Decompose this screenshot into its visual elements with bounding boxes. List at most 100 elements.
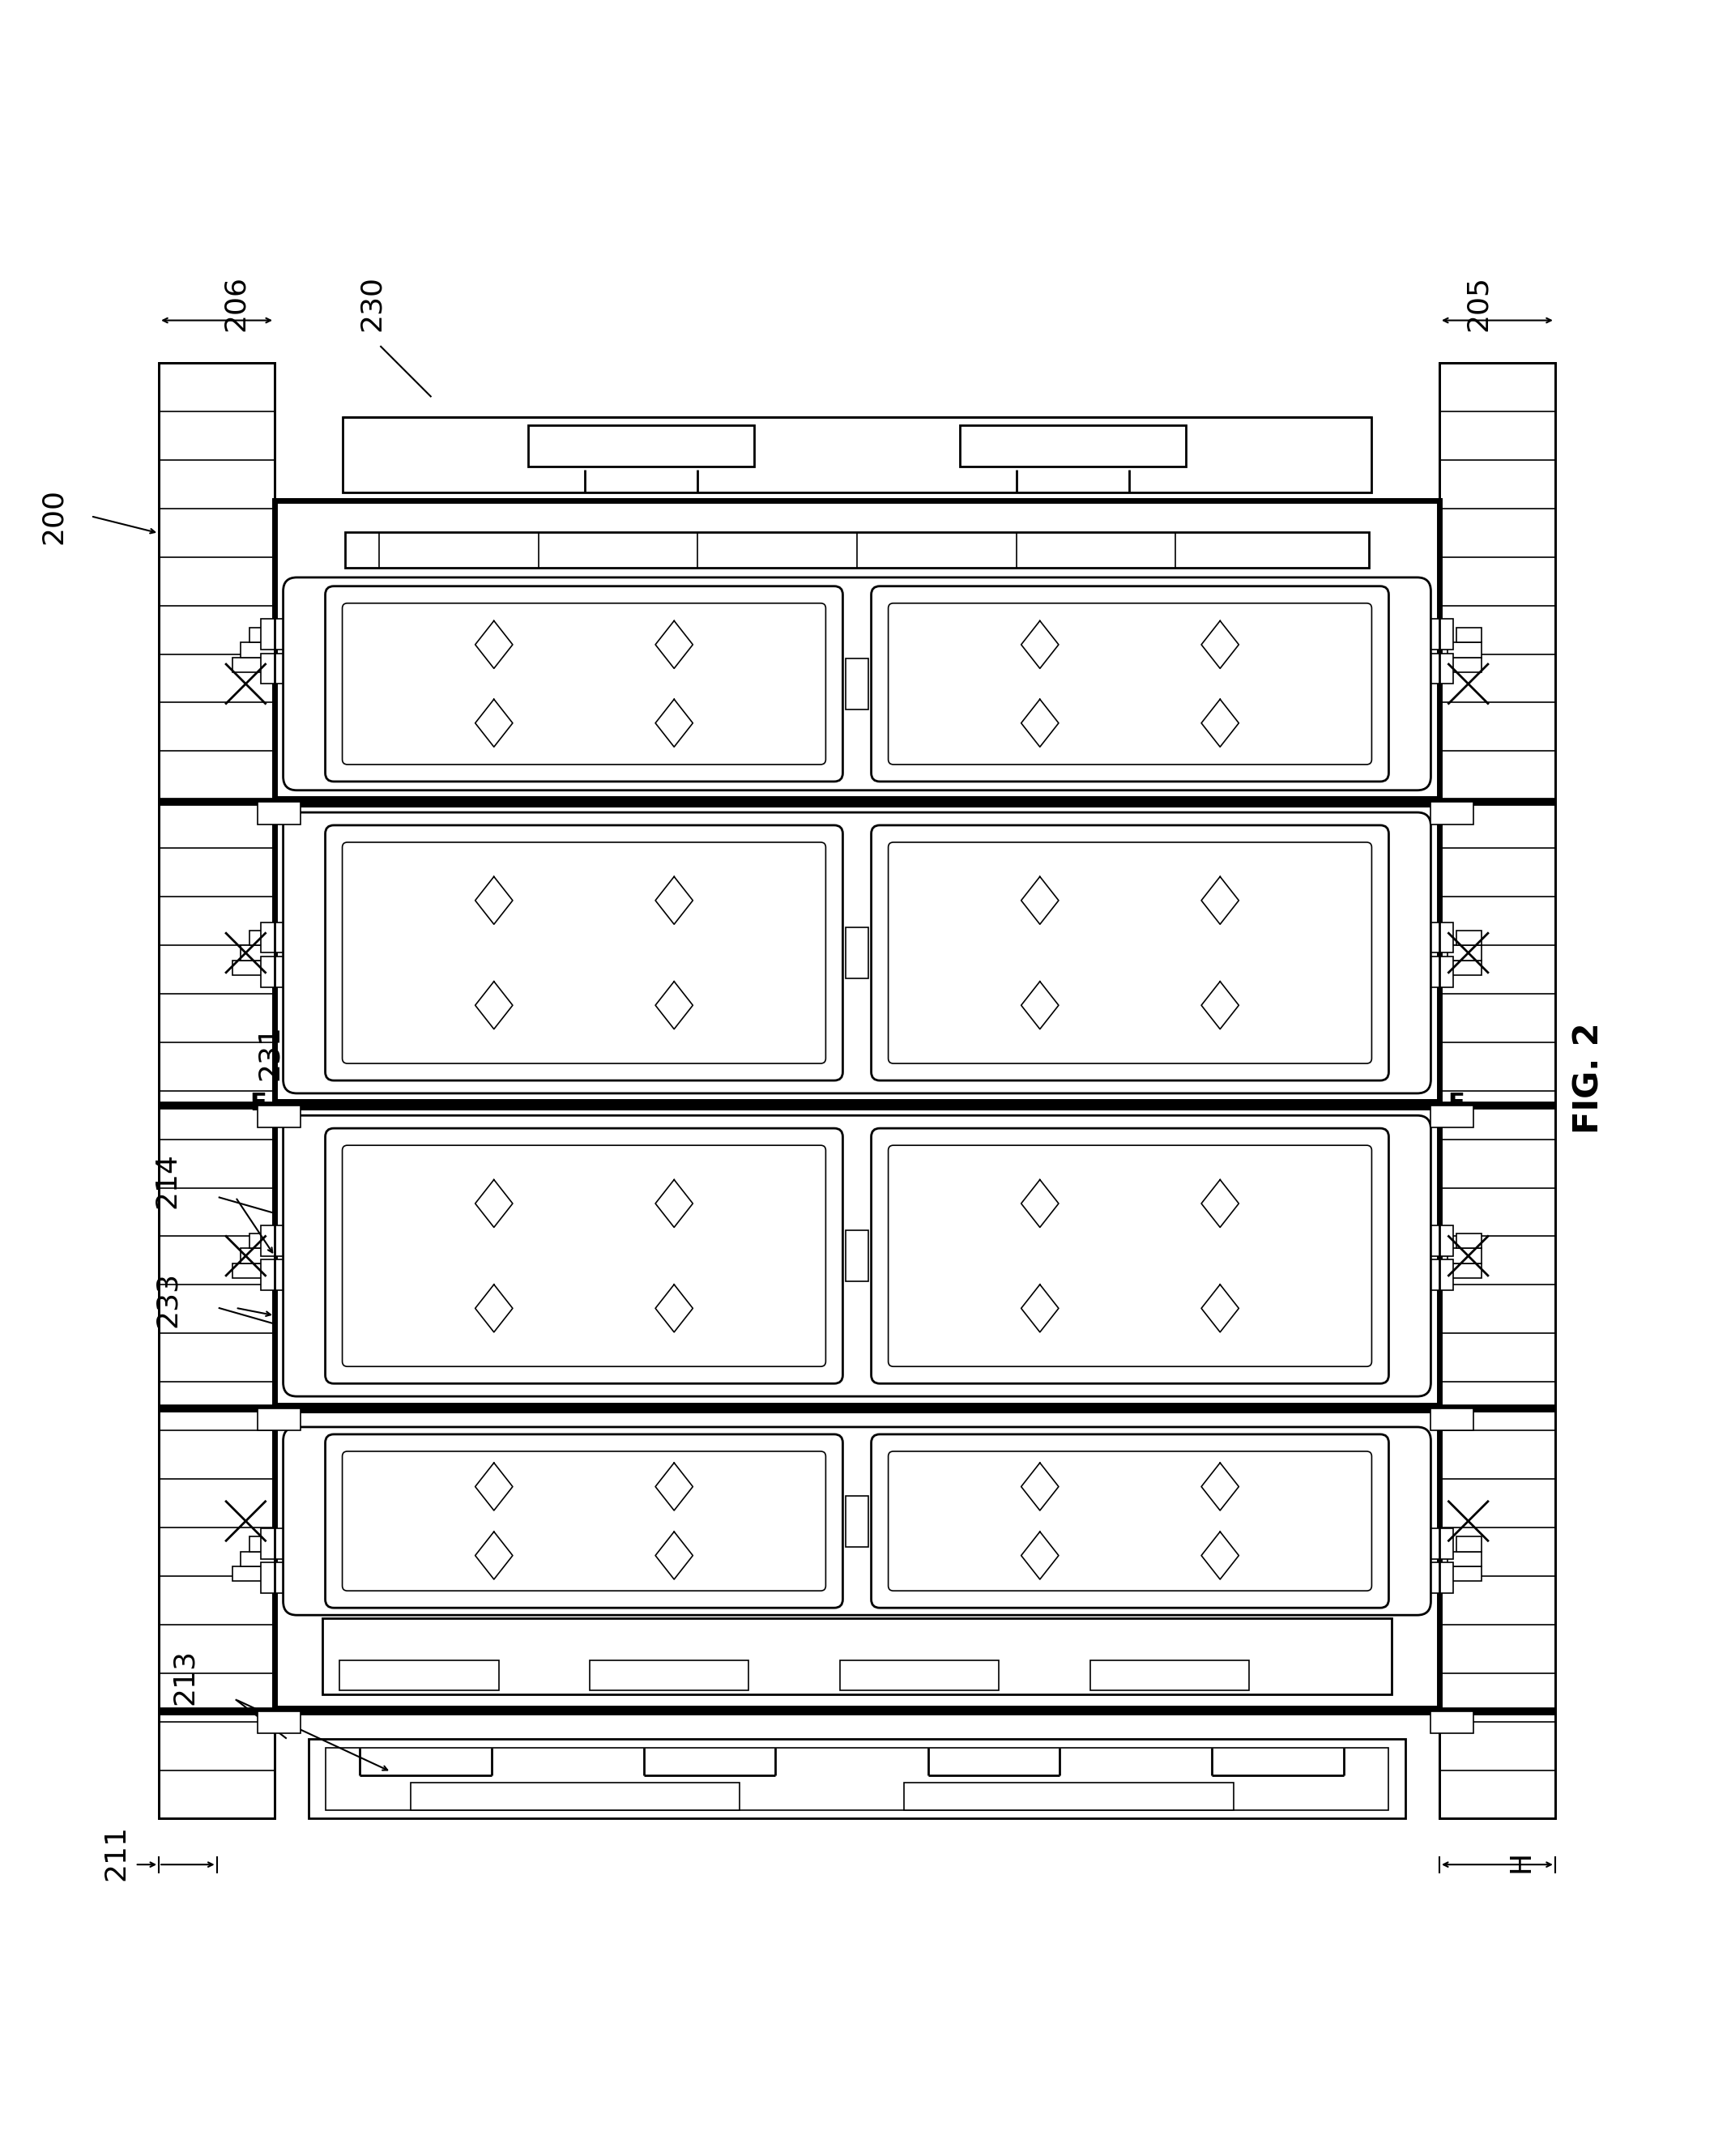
Text: 205: 205 — [1465, 276, 1493, 332]
Bar — [274, 804, 1440, 1102]
Bar — [1419, 957, 1453, 987]
Bar — [257, 1106, 300, 1128]
FancyBboxPatch shape — [283, 578, 1431, 791]
Bar — [845, 927, 869, 979]
FancyBboxPatch shape — [343, 1145, 826, 1367]
Bar — [1440, 1263, 1483, 1279]
Bar — [261, 619, 295, 649]
Text: 206: 206 — [221, 276, 249, 332]
Bar — [590, 1660, 749, 1690]
Bar — [240, 642, 274, 658]
Text: 214: 214 — [154, 1151, 182, 1207]
Bar — [261, 653, 295, 683]
Bar — [249, 627, 274, 642]
Bar — [1448, 1248, 1483, 1263]
Bar — [1448, 642, 1483, 658]
FancyBboxPatch shape — [888, 843, 1371, 1063]
Text: H: H — [1507, 1850, 1534, 1871]
Bar — [1431, 1106, 1474, 1128]
Bar — [159, 362, 274, 1820]
Bar — [309, 1740, 1405, 1820]
Bar — [261, 1259, 295, 1289]
Bar — [231, 959, 274, 975]
FancyBboxPatch shape — [283, 1115, 1431, 1397]
Bar — [343, 418, 1371, 492]
Text: 233: 233 — [154, 1272, 182, 1328]
Bar — [231, 1567, 274, 1580]
FancyBboxPatch shape — [871, 586, 1388, 780]
Bar — [326, 1749, 1388, 1811]
Bar — [240, 1248, 274, 1263]
Bar — [411, 1783, 740, 1811]
Bar — [240, 1552, 274, 1567]
FancyBboxPatch shape — [326, 826, 843, 1080]
Bar — [1440, 362, 1555, 1820]
FancyBboxPatch shape — [283, 1427, 1431, 1615]
Bar — [345, 533, 1369, 567]
FancyBboxPatch shape — [871, 1128, 1388, 1384]
Text: 213: 213 — [171, 1649, 199, 1705]
Bar — [1431, 802, 1474, 824]
Bar — [159, 362, 274, 1820]
Bar — [1457, 1537, 1483, 1552]
Bar — [905, 1783, 1234, 1811]
Text: 232: 232 — [471, 1132, 528, 1160]
Bar — [257, 802, 300, 824]
FancyBboxPatch shape — [888, 1451, 1371, 1591]
FancyBboxPatch shape — [283, 813, 1431, 1093]
Bar — [261, 1563, 295, 1593]
Bar — [1440, 658, 1483, 673]
Bar — [1090, 1660, 1250, 1690]
FancyBboxPatch shape — [326, 1128, 843, 1384]
Bar — [274, 500, 1440, 798]
Bar — [1431, 1712, 1474, 1733]
FancyBboxPatch shape — [343, 843, 826, 1063]
Bar — [257, 1408, 300, 1429]
Bar — [528, 425, 754, 466]
Bar — [845, 658, 869, 709]
Text: 230: 230 — [358, 276, 386, 332]
Bar — [1448, 946, 1483, 959]
Bar — [231, 658, 274, 673]
FancyBboxPatch shape — [343, 604, 826, 765]
Bar — [1448, 1552, 1483, 1567]
Bar — [1419, 653, 1453, 683]
Text: 231: 231 — [255, 1024, 283, 1080]
Bar — [960, 425, 1186, 466]
Bar — [1419, 1259, 1453, 1289]
Bar — [261, 1529, 295, 1559]
Bar — [1440, 362, 1555, 1820]
Bar — [261, 957, 295, 987]
Bar — [322, 1619, 1392, 1695]
FancyBboxPatch shape — [871, 826, 1388, 1080]
Bar — [249, 931, 274, 946]
FancyBboxPatch shape — [888, 604, 1371, 765]
Text: FIG. 2: FIG. 2 — [1572, 1022, 1606, 1134]
FancyBboxPatch shape — [326, 586, 843, 780]
Bar — [240, 946, 274, 959]
Bar — [1440, 1567, 1483, 1580]
Bar — [261, 1225, 295, 1257]
Bar — [257, 1712, 300, 1733]
Bar — [249, 1537, 274, 1552]
Bar — [231, 1263, 274, 1279]
Bar — [339, 1660, 499, 1690]
Bar — [274, 1410, 1440, 1708]
Bar — [845, 1496, 869, 1546]
FancyBboxPatch shape — [343, 1451, 826, 1591]
Bar — [1457, 1233, 1483, 1248]
FancyBboxPatch shape — [888, 1145, 1371, 1367]
FancyBboxPatch shape — [871, 1434, 1388, 1608]
Bar — [1431, 1408, 1474, 1429]
Bar — [274, 1106, 1440, 1406]
Bar — [1457, 931, 1483, 946]
Bar — [1419, 619, 1453, 649]
Bar — [845, 1231, 869, 1281]
Bar — [261, 923, 295, 953]
FancyBboxPatch shape — [326, 1434, 843, 1608]
Bar — [1419, 923, 1453, 953]
Bar — [1419, 1563, 1453, 1593]
Text: 200: 200 — [39, 487, 67, 543]
Bar — [1419, 1529, 1453, 1559]
Text: F: F — [1448, 1091, 1465, 1115]
